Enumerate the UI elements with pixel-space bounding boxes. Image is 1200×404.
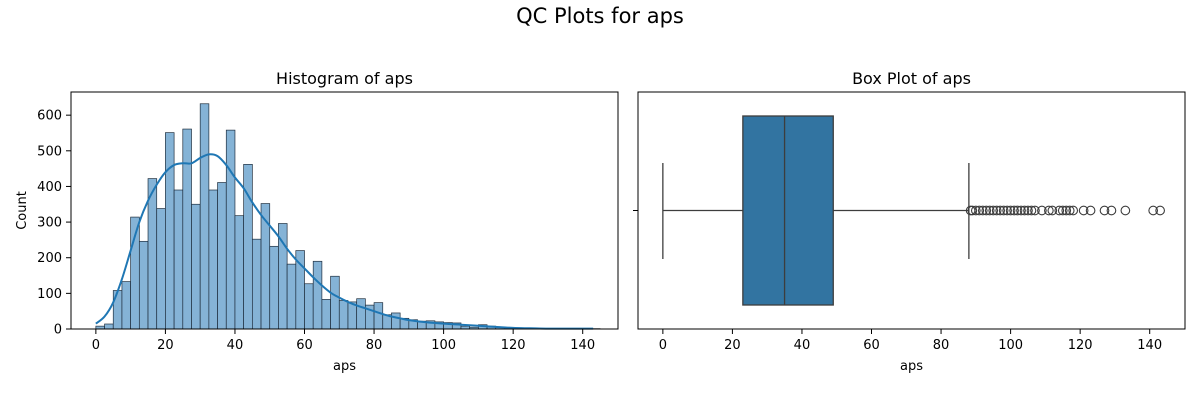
histogram-bar	[183, 129, 192, 329]
histogram-bar	[235, 216, 244, 329]
x-tick-label: 20	[724, 338, 741, 353]
outlier-point	[1121, 206, 1130, 215]
histogram-bar	[113, 291, 122, 329]
y-tick-label: 300	[37, 216, 62, 231]
x-tick-label: 0	[659, 338, 667, 353]
y-tick-label: 200	[37, 251, 62, 266]
histogram-bar	[191, 204, 200, 329]
histogram-bars	[96, 104, 600, 329]
histogram-bar	[374, 303, 383, 329]
histogram-bar	[305, 284, 314, 329]
x-tick-label: 60	[863, 338, 880, 353]
interquartile-box	[743, 116, 833, 305]
histogram-bar	[339, 300, 348, 329]
histogram-bar	[391, 313, 400, 329]
x-tick-label: 100	[998, 338, 1023, 353]
y-tick-label: 400	[37, 180, 62, 195]
histogram-bar	[331, 276, 340, 329]
y-tick-label: 600	[37, 109, 62, 124]
histogram-bar	[209, 190, 218, 329]
x-tick-label: 40	[227, 338, 244, 353]
x-tick-label: 80	[366, 338, 383, 353]
x-tick-label: 140	[1137, 338, 1162, 353]
histogram-bar	[174, 190, 183, 329]
histogram-x-ticks: 0 20 40 60 80 100 120 140	[92, 329, 595, 353]
x-tick-label: 80	[933, 338, 950, 353]
histogram-bar	[226, 130, 235, 329]
histogram-bar	[200, 104, 209, 329]
boxplot-panel: Box Plot of aps 0 20 40 60 80 100 120 140 aps	[633, 69, 1185, 374]
histogram-x-axis-label: aps	[333, 359, 356, 374]
figure-title: QC Plots for aps	[0, 4, 1200, 28]
histogram-bar	[252, 239, 261, 329]
x-tick-label: 120	[1068, 338, 1093, 353]
histogram-bar	[139, 241, 148, 329]
y-tick-label: 500	[37, 144, 62, 159]
histogram-bar	[287, 264, 296, 329]
histogram-bar	[322, 299, 331, 329]
histogram-bar	[270, 246, 279, 329]
y-tick-label: 0	[54, 323, 62, 338]
histogram-panel: Histogram of aps 0 20 40 60 80 100 120 140 0 100…	[15, 69, 618, 374]
x-tick-label: 40	[794, 338, 811, 353]
y-tick-label: 100	[37, 287, 62, 302]
histogram-bar	[357, 299, 366, 329]
histogram-bar	[313, 261, 322, 329]
histogram-bar	[165, 133, 174, 329]
histogram-bar	[218, 183, 227, 329]
histogram-title: Histogram of aps	[276, 69, 413, 88]
histogram-bar	[122, 282, 131, 329]
x-tick-label: 120	[501, 338, 526, 353]
x-tick-label: 140	[570, 338, 595, 353]
histogram-bar	[157, 209, 166, 329]
x-tick-label: 60	[296, 338, 313, 353]
histogram-y-axis-label: Count	[15, 191, 30, 230]
histogram-bar	[261, 204, 270, 329]
x-tick-label: 100	[431, 338, 456, 353]
histogram-bar	[148, 179, 157, 329]
boxplot-x-axis-label: aps	[900, 359, 923, 374]
x-tick-label: 0	[92, 338, 100, 353]
boxplot-x-ticks: 0 20 40 60 80 100 120 140	[659, 329, 1162, 353]
boxplot-elements	[663, 116, 1165, 305]
x-tick-label: 20	[157, 338, 174, 353]
boxplot-title: Box Plot of aps	[852, 69, 971, 88]
histogram-y-ticks: 0 100 200 300 400 500 600	[37, 109, 71, 338]
histogram-bar	[105, 324, 114, 329]
